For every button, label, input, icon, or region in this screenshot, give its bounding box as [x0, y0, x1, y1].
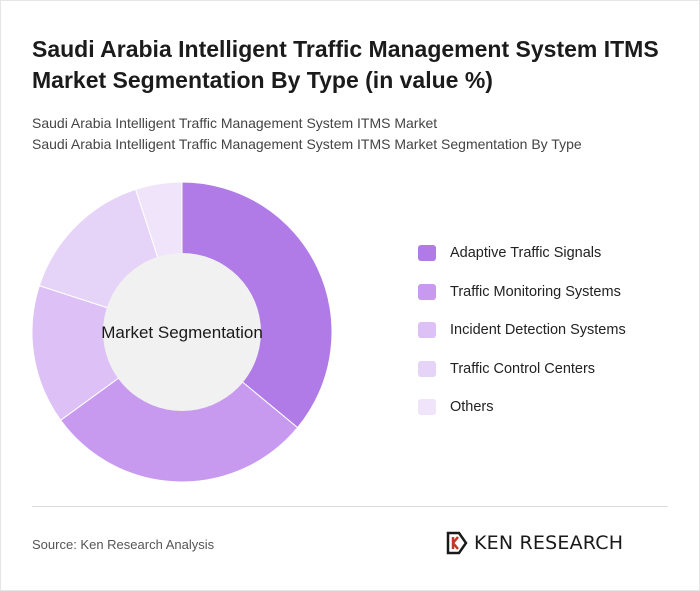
subtitle-line-1: Saudi Arabia Intelligent Traffic Managem…: [32, 115, 438, 131]
legend-item: Adaptive Traffic Signals: [418, 243, 626, 263]
legend-swatch: [418, 283, 436, 300]
legend-item: Traffic Monitoring Systems: [418, 282, 626, 302]
footer-divider: [32, 506, 668, 507]
legend-swatch: [418, 360, 436, 377]
ken-research-logo: KEN RESEARCH: [446, 530, 623, 556]
donut-center-label: Market Segmentation: [101, 323, 263, 342]
k-monogram-icon: [446, 531, 468, 555]
legend-swatch: [418, 245, 436, 261]
donut-hole: [103, 253, 261, 411]
subtitle-line-2: Saudi Arabia Intelligent Traffic Managem…: [32, 136, 582, 152]
chart-title: Saudi Arabia Intelligent Traffic Managem…: [32, 36, 659, 93]
legend-swatch: [418, 322, 436, 339]
donut-chart: Market Segmentation: [31, 181, 333, 483]
legend-item: Traffic Control Centers: [418, 359, 626, 379]
legend-item: Incident Detection Systems: [418, 320, 626, 340]
donut-slice-adaptive-traffic-signals: [181, 181, 333, 429]
legend-item: Others: [418, 397, 626, 417]
legend-label: Traffic Control Centers: [450, 360, 596, 377]
source-note: Source: Ken Research Analysis: [32, 537, 215, 552]
chart-legend: Adaptive Traffic Signals Traffic Monitori…: [418, 243, 626, 436]
logo-wordmark: KEN RESEARCH: [474, 532, 624, 554]
legend-swatch: [418, 399, 436, 416]
chart-subtitle: Saudi Arabia Intelligent Traffic Managem…: [32, 113, 672, 155]
legend-label: Incident Detection Systems: [450, 322, 626, 339]
legend-label: Adaptive Traffic Signals: [450, 245, 602, 261]
legend-label: Others: [450, 399, 494, 416]
legend-label: Traffic Monitoring Systems: [450, 283, 621, 300]
